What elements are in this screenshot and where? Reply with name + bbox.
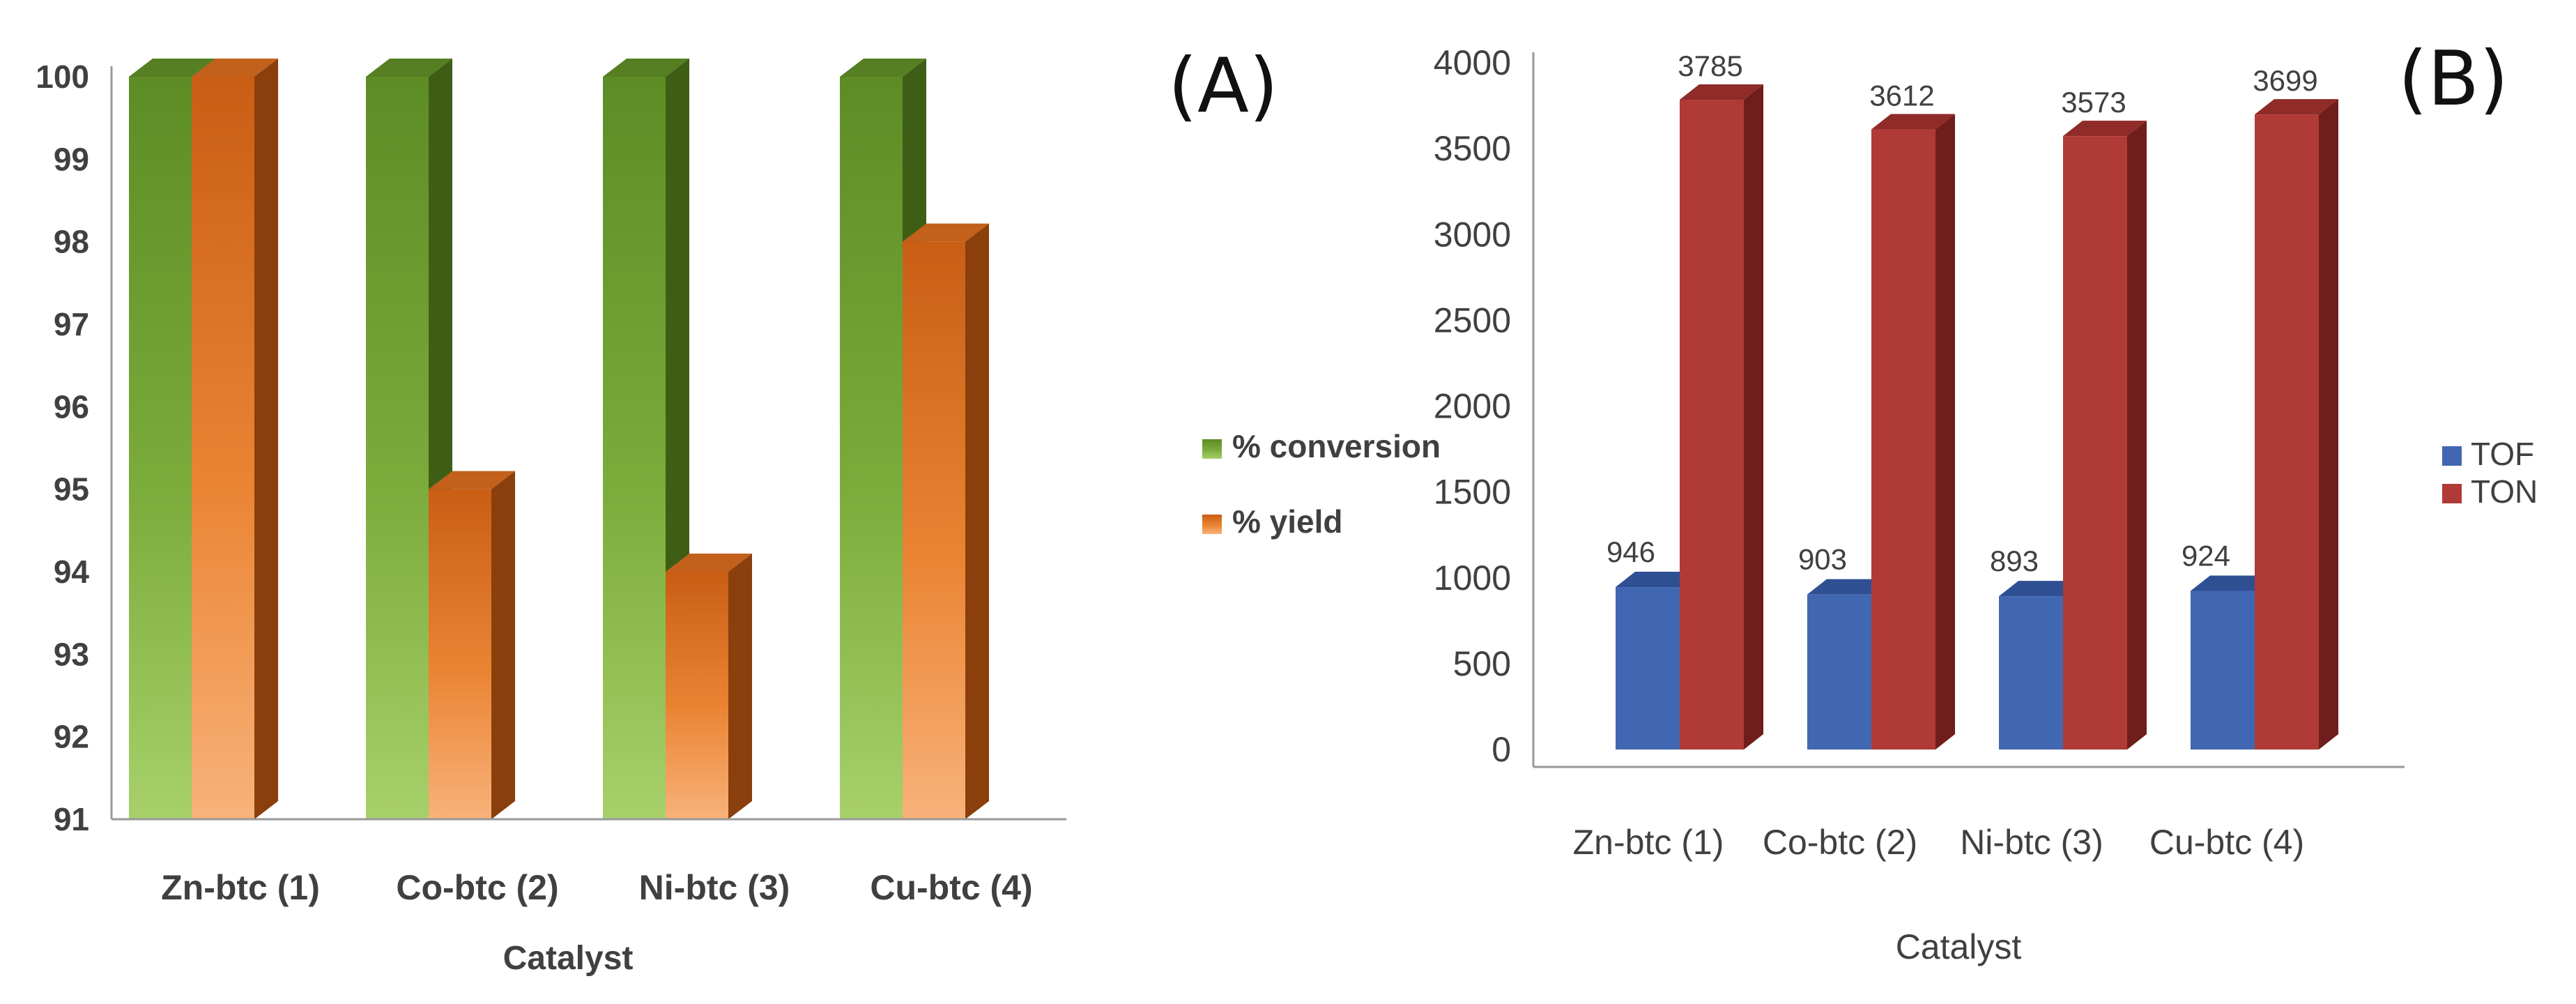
y-tick-label: 2000 — [1434, 387, 1511, 426]
chart-b-bars: 946 3785 903 3612 893 3573 924 3699 — [1607, 50, 2338, 750]
chart-a-xlabel: Catalyst — [503, 940, 634, 977]
legend-swatch-tof — [2442, 446, 2462, 466]
legend-swatch-ton — [2442, 484, 2462, 503]
bar-ton — [1871, 114, 1955, 750]
y-tick-label: 97 — [54, 306, 89, 342]
chart-b: 0 500 1000 1500 2000 2500 3000 3500 4000 946 3785… — [1434, 36, 2538, 966]
y-tick-label: 3500 — [1434, 129, 1511, 168]
x-tick-label: Cu-btc (4) — [870, 868, 1032, 907]
legend-label-conversion: % conversion — [1232, 428, 1441, 464]
chart-a-x-ticks: Zn-btc (1) Co-btc (2) Ni-btc (3) Cu-btc (4) — [161, 868, 1033, 907]
y-tick-label: 92 — [54, 719, 89, 755]
x-tick-label: Ni-btc (3) — [639, 868, 790, 907]
data-label-ton: 3699 — [2253, 64, 2317, 97]
chart-a-y-ticks: 91 92 93 94 95 96 97 98 99 100 — [36, 59, 89, 837]
x-tick-label: Co-btc (2) — [1763, 823, 1917, 862]
data-label-tof: 946 — [1607, 535, 1655, 568]
y-tick-label: 93 — [54, 636, 89, 672]
x-tick-label: Co-btc (2) — [396, 868, 558, 907]
y-tick-label: 1000 — [1434, 558, 1511, 598]
bar-ton — [1680, 84, 1763, 750]
bar-yield — [903, 223, 989, 820]
x-tick-label: Cu-btc (4) — [2149, 823, 2304, 862]
data-label-tof: 903 — [1798, 543, 1847, 576]
y-tick-label: 94 — [54, 554, 90, 590]
chart-b-panel-label: (B) — [2398, 36, 2508, 123]
chart-a-legend: % conversion % yield — [1202, 428, 1441, 540]
data-label-tof: 924 — [2182, 539, 2230, 572]
y-tick-label: 99 — [54, 141, 89, 177]
y-tick-label: 96 — [54, 388, 89, 425]
y-tick-label: 91 — [54, 801, 89, 837]
legend-swatch-conversion — [1202, 439, 1222, 459]
bar-yield — [429, 471, 515, 819]
legend-label-ton: TON — [2471, 473, 2538, 510]
legend-swatch-yield — [1202, 515, 1222, 534]
chart-a: 91 92 93 94 95 96 97 98 99 100 Zn-btc (1) Co-btc (… — [36, 43, 1441, 977]
chart-a-panel-label: (A) — [1168, 43, 1278, 130]
data-label-tof: 893 — [1990, 545, 2039, 577]
bar-ton — [2255, 99, 2338, 750]
data-label-ton: 3573 — [2061, 86, 2126, 119]
bar-yield — [192, 59, 278, 819]
y-tick-label: 100 — [36, 59, 89, 95]
y-tick-label: 2500 — [1434, 301, 1511, 340]
y-tick-label: 98 — [54, 224, 89, 260]
x-tick-label: Zn-btc (1) — [1573, 823, 1724, 862]
bar-yield — [666, 554, 752, 819]
x-tick-label: Ni-btc (3) — [1960, 823, 2103, 862]
x-tick-label: Zn-btc (1) — [161, 868, 320, 907]
y-tick-label: 1500 — [1434, 473, 1511, 512]
y-tick-label: 95 — [54, 471, 89, 508]
y-tick-label: 500 — [1453, 644, 1511, 683]
data-label-ton: 3785 — [1678, 50, 1742, 82]
y-tick-label: 3000 — [1434, 215, 1511, 254]
data-label-ton: 3612 — [1869, 79, 1934, 112]
legend-label-yield: % yield — [1232, 503, 1343, 540]
legend-label-tof: TOF — [2471, 436, 2534, 472]
y-tick-label: 4000 — [1434, 43, 1511, 82]
chart-b-legend: TOF TON — [2442, 436, 2538, 510]
chart-b-x-ticks: Zn-btc (1) Co-btc (2) Ni-btc (3) Cu-btc (4) — [1573, 823, 2304, 862]
chart-b-xlabel: Catalyst — [1896, 927, 2022, 966]
chart-b-y-ticks: 0 500 1000 1500 2000 2500 3000 3500 4000 — [1434, 43, 1511, 769]
y-tick-label: 0 — [1492, 730, 1511, 769]
chart-a-bars — [129, 59, 989, 820]
bar-ton — [2063, 121, 2147, 750]
